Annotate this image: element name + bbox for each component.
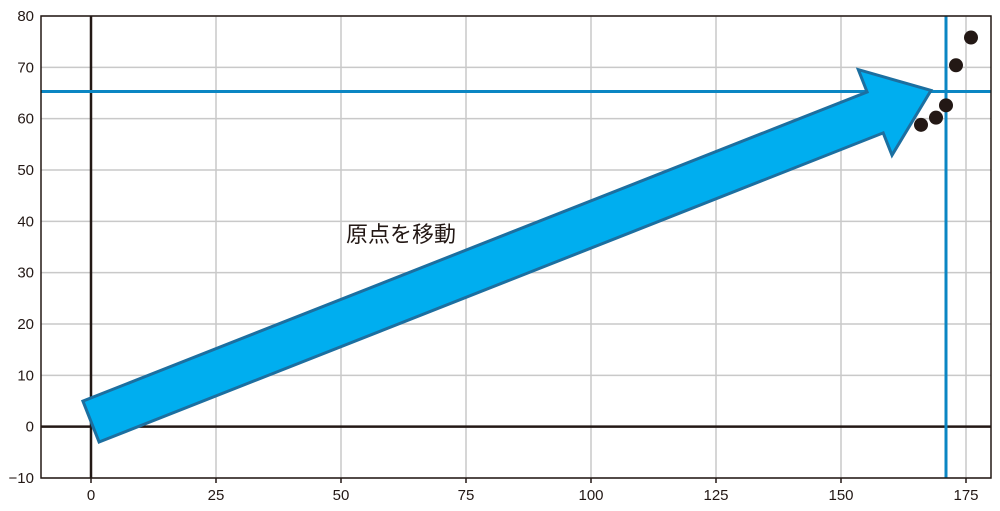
y-tick-label: 20 bbox=[17, 316, 34, 333]
x-tick-label: 175 bbox=[953, 487, 978, 504]
y-tick-label: −10 bbox=[9, 470, 34, 487]
x-tick-label: 50 bbox=[333, 487, 350, 504]
data-point bbox=[949, 58, 963, 73]
y-tick-labels: −10 0 10 20 30 40 50 60 70 80 bbox=[9, 8, 34, 487]
x-tick-label: 100 bbox=[578, 487, 603, 504]
data-point bbox=[914, 117, 928, 132]
y-tick-label: 80 bbox=[17, 8, 34, 25]
x-tick-label: 75 bbox=[458, 487, 475, 504]
data-point bbox=[964, 30, 978, 45]
x-tick-label: 150 bbox=[828, 487, 853, 504]
x-tick-label: 0 bbox=[87, 487, 95, 504]
x-tick-label: 25 bbox=[208, 487, 225, 504]
y-tick-label: 0 bbox=[26, 419, 34, 436]
data-point bbox=[939, 98, 953, 113]
y-tick-label: 10 bbox=[17, 367, 34, 384]
y-tick-label: 60 bbox=[17, 111, 34, 128]
data-points bbox=[914, 30, 978, 132]
arrow bbox=[80, 67, 934, 444]
reference-lines bbox=[41, 16, 991, 478]
data-point bbox=[929, 110, 943, 125]
x-tick-labels: 0 25 50 75 100 125 150 175 bbox=[87, 478, 979, 504]
move-origin-arrow bbox=[80, 67, 934, 444]
y-tick-label: 30 bbox=[17, 265, 34, 282]
x-tick-label: 125 bbox=[703, 487, 728, 504]
y-tick-label: 50 bbox=[17, 162, 34, 179]
annotation-label: 原点を移動 bbox=[346, 223, 456, 248]
y-tick-label: 70 bbox=[17, 59, 34, 76]
plot-frame bbox=[40, 15, 992, 479]
y-tick-label: 40 bbox=[17, 213, 34, 230]
